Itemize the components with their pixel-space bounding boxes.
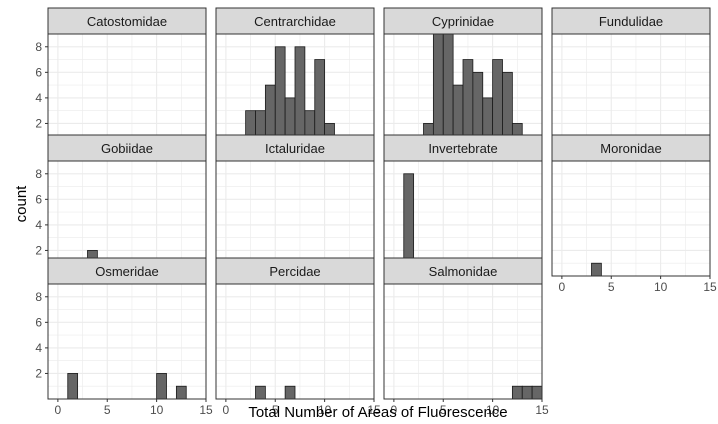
y-tick-label: 8: [35, 290, 42, 304]
x-tick-label: 10: [654, 280, 668, 294]
x-tick-label: 5: [440, 403, 447, 417]
x-tick-label: 15: [367, 403, 381, 417]
x-tick-label: 0: [223, 403, 230, 417]
facet-gobiidae: Gobiidae 2 4 6 8: [35, 134, 207, 277]
y-tick-label: 4: [35, 91, 42, 105]
x-tick-label: 0: [55, 403, 62, 417]
panel-background: [552, 34, 710, 149]
facet-cyprinidae: Cyprinidae: [383, 7, 543, 150]
facet-title: Centrarchidae: [254, 14, 336, 29]
x-tick-label: 5: [272, 403, 279, 417]
y-tick-label: 8: [35, 167, 42, 181]
facet-title: Invertebrate: [428, 141, 497, 156]
facet-title: Gobiidae: [101, 141, 153, 156]
facet-title: Fundulidae: [599, 14, 663, 29]
y-tick-label: 6: [35, 315, 42, 329]
y-tick-label: 6: [35, 192, 42, 206]
histogram-bar: [531, 385, 543, 400]
facet-title: Catostomidae: [87, 14, 167, 29]
y-tick-label: 6: [35, 65, 42, 79]
x-tick-label: 10: [486, 403, 500, 417]
facet-centrarchidae: Centrarchidae: [215, 7, 375, 150]
facet-ictaluridae: Ictaluridae: [215, 134, 375, 277]
facet-strip: [383, 7, 543, 35]
facet-strip: [383, 257, 543, 285]
facet-invertebrate: Invertebrate: [383, 134, 543, 277]
histogram-bar: [432, 33, 444, 150]
x-tick-label: 0: [559, 280, 566, 294]
panel-background: [48, 161, 206, 276]
facet-strip: [551, 134, 711, 162]
facet-title: Percidae: [269, 264, 320, 279]
x-tick-label: 10: [150, 403, 164, 417]
y-axis-title: count: [13, 185, 30, 223]
panel-background: [216, 284, 374, 399]
facet-strip: [215, 7, 375, 35]
facet-strip: [215, 257, 375, 285]
x-axis-title: Total Number of Areas of Fluorescence: [248, 404, 507, 421]
facet-strip: [215, 134, 375, 162]
facet-catostomidae: Catostomidae 2 4 6 8: [35, 7, 207, 150]
facet-osmeridae: Osmeridae 2 4 6 8 0 5 10 15: [35, 257, 213, 417]
y-tick-label: 2: [35, 366, 42, 380]
facet-strip: [383, 134, 543, 162]
facet-fundulidae: Fundulidae: [551, 7, 711, 150]
x-tick-label: 15: [199, 403, 213, 417]
histogram-bar: [511, 385, 523, 400]
x-tick-label: 5: [104, 403, 111, 417]
x-tick-label: 15: [535, 403, 549, 417]
histogram-bar: [591, 262, 602, 277]
x-tick-label: 10: [318, 403, 332, 417]
panel-background: [216, 161, 374, 276]
panel-background: [48, 34, 206, 149]
facet-strip: [47, 7, 207, 35]
histogram-bar: [521, 385, 533, 400]
x-tick-label: 0: [391, 403, 398, 417]
facet-salmonidae: Salmonidae 0 5 10 15: [383, 257, 549, 417]
x-tick-label: 15: [703, 280, 717, 294]
facet-title: Salmonidae: [429, 264, 498, 279]
histogram-bar: [274, 46, 286, 150]
histogram-bar: [67, 373, 79, 400]
y-tick-label: 4: [35, 218, 42, 232]
histogram-bar: [175, 385, 187, 400]
facet-moronidae: Moronidae 0 5 10 15: [551, 134, 717, 294]
y-tick-label: 8: [35, 40, 42, 54]
y-tick-label: 2: [35, 243, 42, 257]
facet-title: Osmeridae: [95, 264, 159, 279]
facet-title: Moronidae: [600, 141, 661, 156]
histogram-bar: [156, 373, 167, 400]
facet-strip: [47, 257, 207, 285]
histogram-bar: [294, 46, 306, 150]
facet-percidae: Percidae 0 5 10 15: [215, 257, 381, 417]
facet-title: Cyprinidae: [432, 14, 494, 29]
panel-background: [384, 284, 542, 399]
y-tick-label: 4: [35, 341, 42, 355]
histogram-bar: [442, 33, 454, 150]
facet-strip: [47, 134, 207, 162]
panel-background: [552, 161, 710, 276]
x-tick-label: 5: [608, 280, 615, 294]
facet-strip: [551, 7, 711, 35]
y-tick-label: 2: [35, 116, 42, 130]
facet-title: Ictaluridae: [265, 141, 325, 156]
histogram-bar: [284, 385, 296, 400]
histogram-bar: [255, 385, 266, 400]
